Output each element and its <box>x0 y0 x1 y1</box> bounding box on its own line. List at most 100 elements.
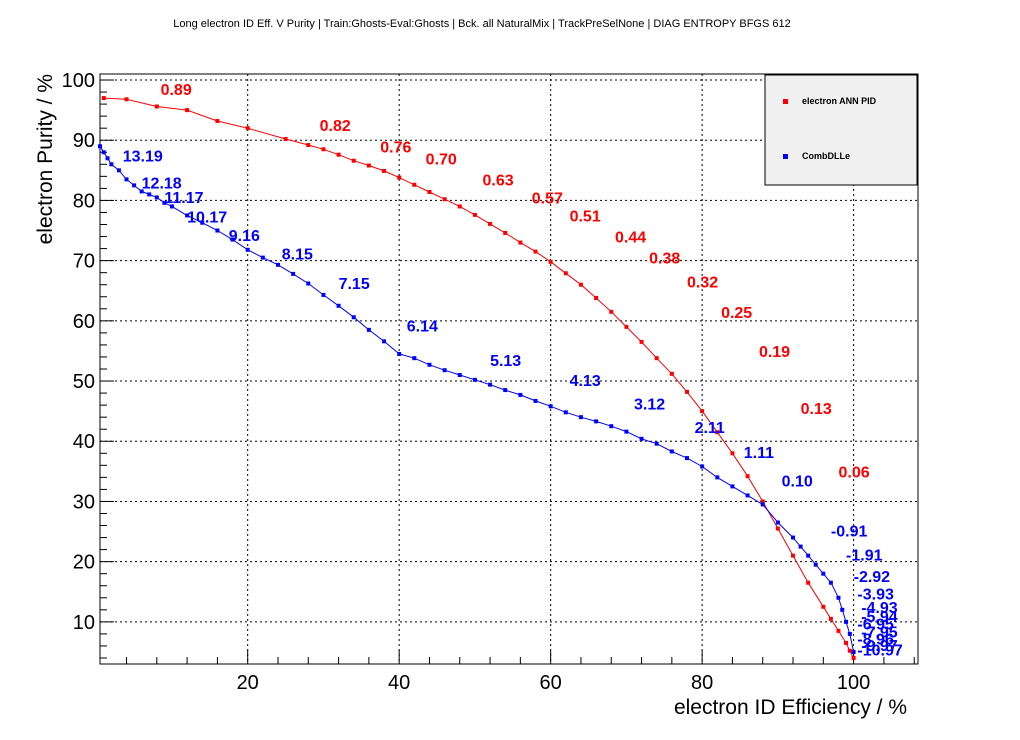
point-label: -3.93 <box>857 587 894 604</box>
x-tick-label: 40 <box>388 672 410 694</box>
y-tick-label: 30 <box>73 491 95 513</box>
point-label: 0.25 <box>721 305 752 322</box>
data-point <box>336 303 341 308</box>
x-tick-label: 20 <box>237 672 259 694</box>
point-label: 4.13 <box>570 373 601 390</box>
data-point <box>382 339 387 344</box>
data-point <box>124 97 129 102</box>
point-label: 0.82 <box>320 118 351 135</box>
data-point <box>200 220 205 225</box>
data-point <box>844 619 849 624</box>
data-point <box>351 158 356 163</box>
data-point <box>578 282 583 287</box>
data-point <box>116 168 121 173</box>
data-point <box>821 571 826 576</box>
chart-title: Long electron ID Eff. V Purity | Train:G… <box>173 18 790 30</box>
data-point <box>624 429 629 434</box>
data-point <box>382 168 387 173</box>
data-point <box>548 404 553 409</box>
legend-box: electron ANN PID CombDLLe <box>764 74 918 186</box>
data-point <box>412 182 417 187</box>
data-point <box>669 371 674 376</box>
point-label: 0.10 <box>782 473 813 490</box>
legend-label-combdlle: CombDLLe <box>802 151 850 161</box>
data-point <box>715 475 720 480</box>
data-point <box>700 409 705 414</box>
data-point <box>847 631 852 636</box>
data-point <box>306 281 311 286</box>
point-label: 0.38 <box>649 251 680 268</box>
data-point <box>760 499 765 504</box>
data-point <box>503 388 508 393</box>
point-label: 0.63 <box>482 172 513 189</box>
data-point <box>442 368 447 373</box>
data-point <box>730 484 735 489</box>
y-tick-label: 10 <box>73 612 95 634</box>
point-label: 10.17 <box>187 210 227 227</box>
point-label: -2.92 <box>854 569 891 586</box>
data-point <box>518 240 523 245</box>
data-point <box>548 259 553 264</box>
data-point <box>275 262 280 267</box>
data-point <box>488 382 493 387</box>
data-point <box>518 392 523 397</box>
data-point <box>533 249 538 254</box>
point-label: 0.89 <box>161 82 192 99</box>
data-point <box>139 189 144 194</box>
y-tick-label: 70 <box>73 251 95 273</box>
data-point <box>639 436 644 441</box>
point-label: 11.17 <box>164 190 203 207</box>
data-point <box>730 451 735 456</box>
data-point <box>684 456 689 461</box>
data-point <box>654 356 659 361</box>
data-point <box>185 213 190 218</box>
x-tick-label: 100 <box>837 672 870 694</box>
data-point <box>366 163 371 168</box>
data-point <box>488 221 493 226</box>
point-label: 0.51 <box>570 209 601 226</box>
point-label: 0.32 <box>687 275 718 292</box>
data-point <box>472 212 477 217</box>
point-label: 0.70 <box>426 151 457 168</box>
y-tick-label: 90 <box>73 130 95 152</box>
data-point <box>169 204 174 209</box>
data-point <box>775 520 780 525</box>
data-point <box>245 126 250 131</box>
series-electron-ann-pid <box>101 96 856 660</box>
data-point <box>260 255 265 260</box>
point-label: -7.95 <box>861 625 898 642</box>
data-point <box>791 553 796 558</box>
data-point <box>828 580 833 585</box>
data-point <box>851 655 856 660</box>
point-labels: 0.89 0.82 0.76 0.70 0.63 0.57 0.51 0.440.38 0.32… <box>123 82 903 659</box>
data-point <box>283 137 288 142</box>
data-point <box>563 271 568 276</box>
data-point <box>215 228 220 233</box>
data-point <box>578 415 583 420</box>
y-tick-label: 80 <box>73 190 95 212</box>
data-point <box>798 544 803 549</box>
y-tick-label: 50 <box>73 371 95 393</box>
data-point <box>836 595 841 600</box>
data-point <box>101 150 106 155</box>
point-label: 0.76 <box>380 139 411 156</box>
legend-marker-combdlle <box>783 154 788 159</box>
data-point <box>563 410 568 415</box>
data-point <box>594 419 599 424</box>
data-point <box>162 200 167 205</box>
point-label: 9.16 <box>229 228 260 245</box>
data-point <box>836 628 841 633</box>
data-point <box>412 356 417 361</box>
data-point <box>745 474 750 479</box>
point-label: 7.15 <box>339 276 370 293</box>
point-label: -1.91 <box>846 547 883 564</box>
data-point <box>98 144 102 149</box>
data-point <box>351 315 356 320</box>
data-point <box>291 271 296 276</box>
data-point <box>154 104 159 109</box>
data-point <box>472 377 477 382</box>
data-point <box>105 156 110 161</box>
data-point <box>306 143 311 148</box>
data-point <box>594 295 599 300</box>
data-point <box>639 339 644 344</box>
